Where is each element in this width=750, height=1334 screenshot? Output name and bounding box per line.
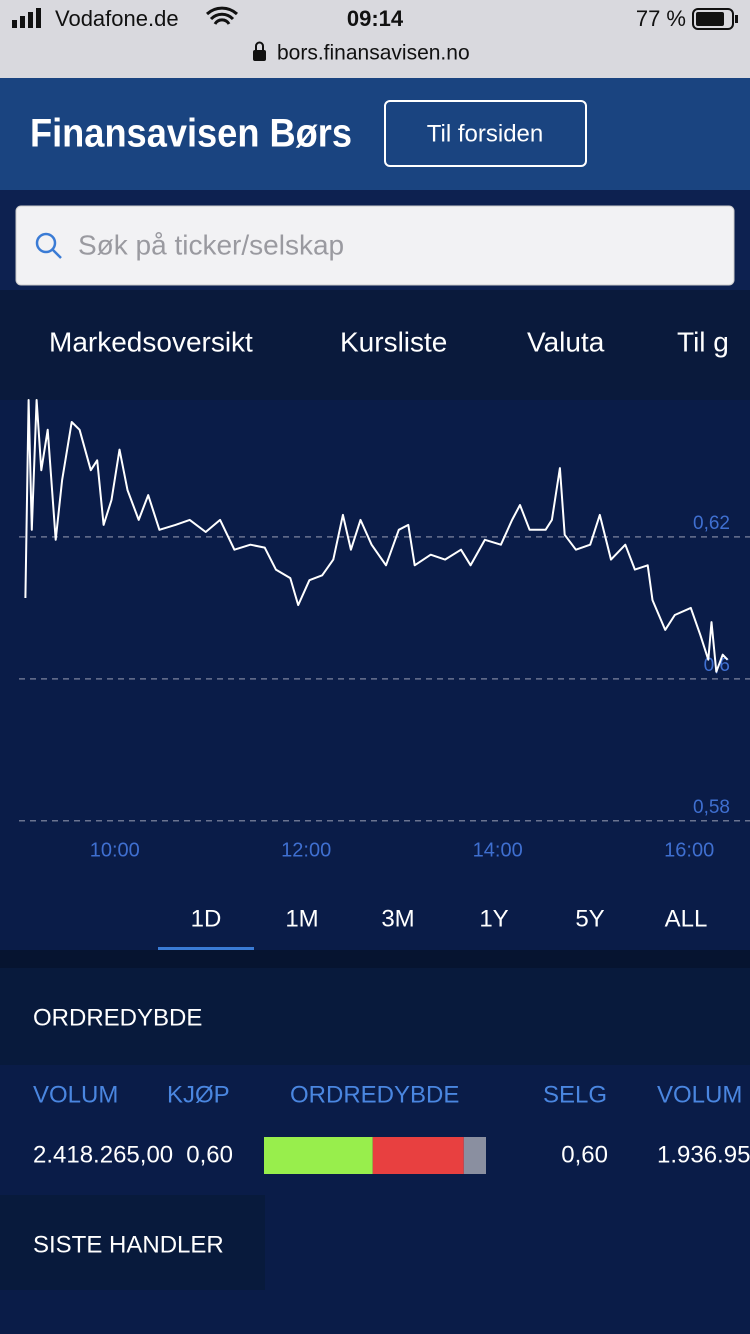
brand: Finansavisen Børs	[30, 112, 352, 156]
buy-price: 0,60	[186, 1141, 233, 1168]
y-tick-label: 0,58	[693, 797, 730, 818]
range-tab[interactable]: 1M	[285, 905, 318, 932]
depth-segment	[264, 1137, 373, 1174]
nav-item[interactable]: Til g	[677, 326, 729, 357]
column-header: KJØP	[167, 1081, 230, 1108]
status-bar	[0, 0, 750, 78]
column-header: VOLUM	[33, 1081, 118, 1108]
nav-item[interactable]: Kursliste	[340, 326, 447, 357]
x-tick-label: 14:00	[473, 839, 523, 861]
sell-price: 0,60	[561, 1141, 608, 1168]
range-tabs: 1D 1M 3M 1Y 5Y ALL	[158, 905, 707, 951]
depth-bar	[264, 1137, 486, 1174]
section-title: ORDREDYBDE	[33, 1004, 202, 1031]
buy-volume: 2.418.265,00	[33, 1141, 173, 1168]
price-line	[24, 399, 729, 673]
order-depth-header	[0, 968, 750, 1065]
chart-area	[0, 400, 750, 950]
nav-item[interactable]: Valuta	[527, 326, 605, 357]
y-tick-label: 0,6	[704, 655, 730, 676]
trades-tab[interactable]	[0, 1195, 265, 1290]
column-header: VOLUM	[657, 1081, 742, 1108]
clock: 09:14	[347, 6, 404, 31]
chart: 0,58 0,6 0,62 10:00 12:00 14:00 16:00	[19, 399, 750, 861]
x-tick-label: 10:00	[90, 839, 140, 861]
range-tab[interactable]: 3M	[381, 905, 414, 932]
x-tick-label: 16:00	[664, 839, 714, 861]
range-tab[interactable]: 1D	[191, 905, 222, 932]
depth-segment	[372, 1137, 464, 1174]
lock-icon	[253, 41, 266, 61]
column-header: ORDREDYBDE	[290, 1081, 459, 1108]
home-button-label[interactable]: Til forsiden	[427, 120, 543, 147]
nav-bar	[0, 290, 750, 400]
signal-icon	[12, 8, 41, 28]
range-tab[interactable]: 1Y	[479, 905, 508, 932]
range-tab[interactable]: 5Y	[575, 905, 604, 932]
search-placeholder[interactable]: Søk på ticker/selskap	[78, 229, 344, 260]
section-title[interactable]: SISTE HANDLER	[33, 1231, 224, 1258]
search-box[interactable]	[15, 205, 735, 286]
carrier: Vodafone.de	[55, 6, 179, 31]
battery-icon	[692, 8, 738, 30]
separator	[0, 950, 750, 968]
active-indicator	[158, 947, 254, 951]
column-header: SELG	[543, 1081, 607, 1108]
x-tick-label: 12:00	[281, 839, 331, 861]
battery-level: 77 %	[636, 6, 686, 31]
search-icon-handle	[52, 249, 62, 259]
search-icon	[35, 232, 57, 254]
header	[0, 78, 750, 190]
nav-item[interactable]: Markedsoversikt	[49, 326, 253, 357]
y-tick-label: 0,62	[693, 513, 730, 534]
wifi-icon	[205, 6, 239, 25]
sell-volume: 1.936.95	[657, 1141, 750, 1168]
depth-segment	[463, 1137, 486, 1174]
range-tab[interactable]: ALL	[665, 905, 708, 932]
url: bors.finansavisen.no	[277, 42, 470, 65]
home-button[interactable]	[384, 100, 587, 167]
